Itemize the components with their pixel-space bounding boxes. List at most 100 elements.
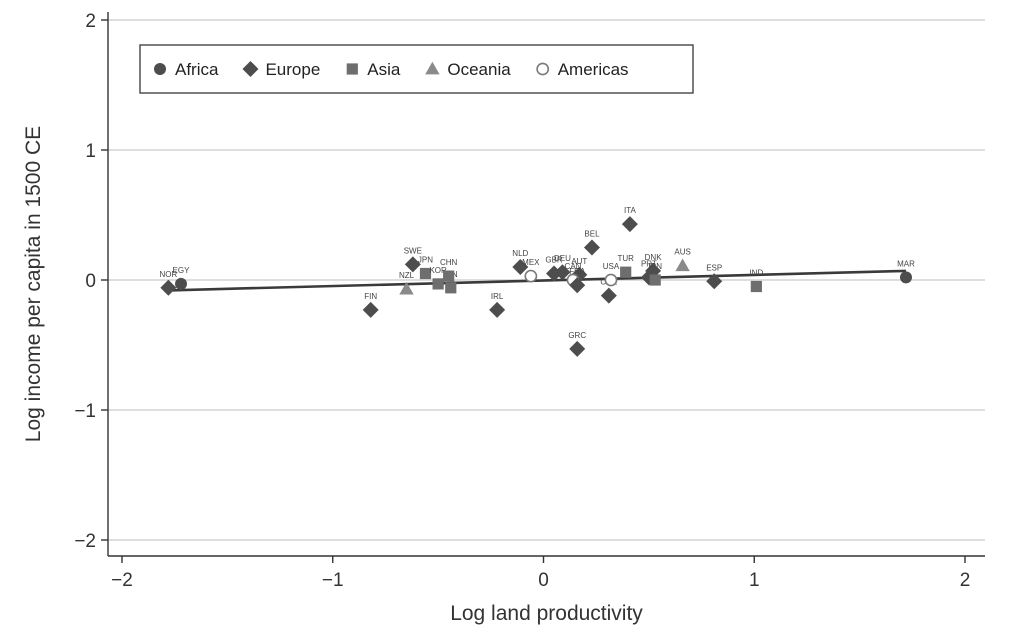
x-tick-label: 1 (749, 570, 760, 591)
marker-europe (569, 340, 586, 357)
point-label: MAR (897, 259, 915, 268)
data-point-irn: IRN (648, 262, 662, 286)
marker-americas (524, 269, 538, 283)
tick-labels: −2 −1 0 1 2 −2 −1 0 1 2 (74, 11, 970, 591)
data-point-fra: FRA (569, 267, 586, 294)
data-point-aus: AUS (674, 248, 691, 272)
data-point-kor: KOR (429, 266, 447, 290)
legend-item-oceania: Oceania (425, 60, 511, 79)
point-label: FRA (569, 267, 586, 276)
y-axis-title: Log income per capita in 1500 CE (22, 126, 45, 442)
data-point-tur: TUR (617, 254, 634, 278)
data-points: NOREGYFINSWEJPNNZLKORIDNCHNIRLNLDMEXGBRD… (159, 206, 915, 357)
point-label: TUR (617, 254, 634, 263)
y-tick-label: −1 (74, 401, 96, 422)
marker-asia (445, 282, 457, 294)
marker-europe (362, 301, 379, 318)
point-label: PRT (641, 259, 657, 268)
marker-asia (620, 266, 632, 278)
legend-label: Americas (558, 60, 629, 79)
x-tick-label: 2 (960, 570, 971, 591)
point-label: NLD (512, 249, 528, 258)
marker-asia (750, 280, 762, 293)
legend-label: Oceania (447, 60, 511, 79)
marker-europe (600, 287, 617, 304)
marker-americas (604, 273, 618, 287)
legend-marker-asia (346, 63, 358, 75)
axes (101, 12, 985, 563)
data-point-bel: BEL (583, 230, 600, 256)
point-label: USA (603, 262, 620, 271)
point-label: DNK (645, 253, 663, 262)
point-label: AUS (674, 248, 690, 257)
legend-item-americas: Americas (536, 60, 629, 79)
data-point-grc: GRC (568, 331, 586, 357)
x-axis-title: Log land productivity (450, 602, 643, 625)
marker-europe (706, 273, 723, 290)
data-point-irl: IRL (489, 292, 506, 318)
point-label: KOR (429, 266, 447, 275)
point-label: JPN (418, 256, 433, 265)
legend-label: Asia (367, 60, 401, 79)
marker-asia (432, 278, 444, 290)
point-label: BEL (584, 230, 600, 239)
legend-marker-africa (154, 63, 166, 75)
point-label: CHN (440, 258, 458, 267)
marker-europe (569, 277, 586, 294)
marker-oceania (675, 258, 690, 272)
legend-item-europe: Europe (242, 60, 320, 79)
data-point-fin: FIN (362, 292, 379, 318)
data-point-esp: ESP (706, 263, 723, 290)
y-tick-label: 0 (85, 271, 96, 292)
point-label: EGY (173, 266, 191, 275)
data-point-ind: IND (749, 269, 763, 293)
point-label: DEU (554, 254, 571, 263)
legend: Africa Europe Asia Oceania Americas (139, 44, 694, 94)
point-label: IRL (491, 292, 504, 301)
data-point-chn: CHN (440, 258, 458, 282)
point-label: NOR (159, 270, 177, 279)
marker-oceania (399, 281, 414, 295)
y-tick-label: 2 (85, 11, 96, 32)
legend-marker-europe (242, 61, 259, 77)
legend-label: Africa (175, 60, 219, 79)
data-point-swe: SWE (404, 246, 422, 273)
data-point-nzl: NZL (399, 271, 415, 295)
legend-marker-oceania (425, 61, 440, 75)
data-point-jpn: JPN (418, 256, 433, 280)
point-label: FIN (364, 292, 377, 301)
data-point-usa: USA (603, 262, 620, 287)
data-point-mar: MAR (897, 259, 915, 284)
marker-europe (621, 216, 638, 233)
marker-europe (554, 264, 571, 281)
x-tick-label: −2 (111, 570, 133, 591)
y-tick-label: −2 (74, 531, 96, 552)
point-label: IND (749, 269, 763, 278)
legend-item-africa: Africa (154, 60, 219, 79)
marker-africa (899, 271, 912, 284)
fit-line (168, 269, 907, 292)
legend-label: Europe (265, 60, 320, 79)
data-point-egy: EGY (173, 266, 191, 290)
data-point-nld: NLD (512, 249, 529, 275)
point-label: GRC (568, 331, 586, 340)
marker-asia (419, 267, 432, 280)
x-tick-label: −1 (322, 570, 344, 591)
y-tick-label: 1 (85, 141, 96, 162)
marker-europe (160, 279, 177, 296)
data-point-mex: MEX (522, 258, 540, 283)
point-label: SWE (404, 246, 422, 255)
data-point-ita: ITA (621, 206, 638, 233)
data-point-deu: DEU (554, 254, 571, 281)
point-label: CAN (565, 262, 582, 271)
data-point-nor: NOR (159, 270, 177, 296)
legend-box (139, 44, 694, 94)
marker-europe (404, 256, 421, 273)
point-label: NZL (399, 271, 415, 280)
fit-line-group (168, 269, 907, 292)
point-label: IRN (648, 262, 662, 271)
point-label: MEX (522, 258, 540, 267)
legend-item-asia: Asia (346, 60, 401, 79)
marker-europe (583, 239, 600, 256)
